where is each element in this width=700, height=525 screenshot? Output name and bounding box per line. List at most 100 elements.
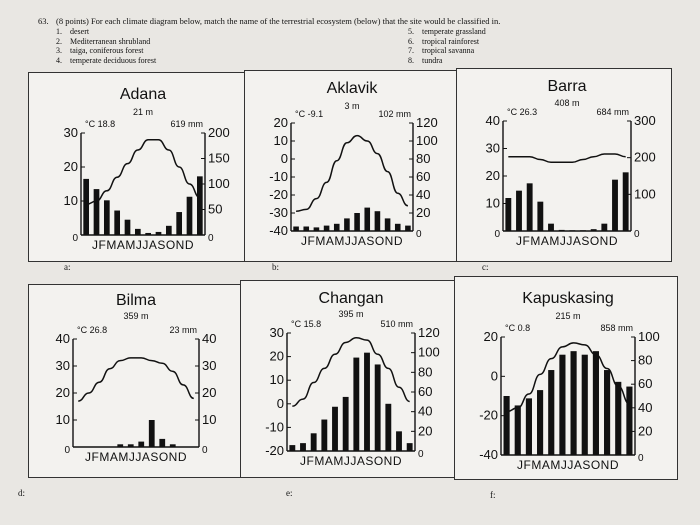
station-elevation: 215 m — [555, 311, 580, 321]
option-item: 4. temperate deciduous forest — [56, 55, 157, 65]
precipitation-bar — [405, 225, 411, 231]
temperature-curve — [508, 153, 626, 163]
precipitation-bar — [145, 232, 152, 235]
panel-label-d: d: — [18, 488, 26, 498]
temperature-origin-label: 0 — [64, 445, 70, 456]
precipitation-tick-label: 50 — [208, 202, 222, 217]
precipitation-bar — [83, 178, 90, 235]
question-text: (8 points) For each climate diagram belo… — [56, 16, 501, 26]
precipitation-bar — [159, 438, 166, 447]
precipitation-bar — [196, 176, 203, 235]
temperature-tick-label: -40 — [479, 447, 498, 462]
annual-precipitation-label: 619 mm — [170, 119, 203, 129]
precipitation-origin-label: 0 — [416, 229, 422, 240]
precipitation-bar — [169, 444, 176, 447]
temperature-tick-label: 30 — [486, 141, 500, 156]
precipitation-origin-label: 0 — [202, 445, 208, 456]
precipitation-tick-label: 120 — [416, 115, 438, 130]
temperature-tick-label: 40 — [56, 331, 70, 346]
panel-label-b: b: — [272, 262, 280, 272]
mean-temperature-label: °C 26.3 — [507, 107, 537, 117]
precipitation-tick-label: 80 — [638, 353, 652, 368]
panel-label-f: f: — [490, 490, 496, 500]
panel-label-e: e: — [286, 488, 293, 498]
annual-precipitation-label: 858 mm — [600, 323, 633, 333]
station-elevation: 408 m — [554, 98, 579, 108]
precipitation-origin-label: 0 — [634, 229, 640, 240]
precipitation-bar — [353, 357, 360, 451]
temperature-tick-label: -20 — [265, 443, 284, 458]
precipitation-bar — [354, 213, 360, 231]
mean-temperature-label: °C 15.8 — [291, 319, 321, 329]
station-name: Bilma — [116, 292, 156, 309]
climate-diagram-e: Changan 395 m °C 15.8 510 mm -20 -10 0 10 20 30 20… — [240, 280, 456, 478]
temperature-tick-label: 10 — [486, 196, 500, 211]
option-item: 3. taiga, coniferous forest — [56, 46, 144, 55]
station-name: Adana — [120, 86, 166, 103]
mean-temperature-label: °C 18.8 — [85, 119, 115, 129]
precipitation-bar — [601, 223, 608, 231]
station-elevation: 3 m — [344, 101, 359, 111]
annual-precipitation-label: 23 mm — [169, 325, 197, 335]
precipitation-origin-label: 0 — [208, 233, 214, 244]
temperature-tick-label: 30 — [64, 125, 78, 140]
temperature-tick-label: 10 — [64, 193, 78, 208]
precipitation-bar — [612, 179, 618, 231]
precipitation-origin-label: 0 — [418, 449, 424, 460]
temperature-tick-label: 20 — [484, 329, 498, 344]
precipitation-tick-label: 100 — [638, 329, 660, 344]
precipitation-bar — [505, 198, 512, 231]
climate-diagram-a: Adana 21 m °C 18.8 619 mm 10 20 30 0 50 100 150 200… — [28, 72, 246, 262]
station-name: Changan — [319, 290, 384, 307]
precipitation-bar — [374, 364, 381, 451]
precipitation-bar — [289, 445, 296, 451]
ecosystem-options-left: 1. desert 2. Mediterranean shrubland 3. tai… — [56, 27, 156, 65]
precipitation-tick-label: 100 — [634, 186, 656, 201]
precipitation-bar — [321, 419, 328, 451]
precipitation-tick-label: 80 — [418, 364, 432, 379]
precipitation-bar — [374, 211, 381, 231]
precipitation-bar — [176, 212, 183, 235]
precipitation-tick-label: 40 — [202, 331, 216, 346]
temperature-tick-label: 0 — [281, 151, 288, 166]
temperature-tick-label: -20 — [269, 187, 288, 202]
precipitation-tick-label: 40 — [416, 187, 430, 202]
precipitation-bar — [364, 207, 371, 231]
mean-temperature-label: °C 0.8 — [505, 323, 530, 333]
temperature-tick-label: -10 — [265, 419, 284, 434]
temperature-tick-label: 40 — [486, 113, 500, 128]
temperature-tick-label: -20 — [479, 408, 498, 423]
precipitation-bar — [364, 352, 370, 451]
precipitation-bar — [559, 354, 566, 455]
month-axis-labels: JFMAMJJASOND — [85, 450, 187, 464]
precipitation-bar — [138, 441, 145, 447]
precipitation-bar — [615, 381, 622, 455]
precipitation-bar — [394, 223, 401, 231]
precipitation-bar — [134, 228, 141, 235]
precipitation-bar — [117, 444, 124, 447]
precipitation-bar — [103, 200, 110, 235]
temperature-curve — [86, 139, 201, 206]
precipitation-bar — [124, 219, 131, 235]
precipitation-tick-label: 20 — [418, 423, 432, 438]
month-axis-labels: JFMAMJJASOND — [300, 454, 402, 468]
precipitation-bar — [581, 354, 588, 455]
precipitation-tick-label: 200 — [634, 150, 656, 165]
month-axis-labels: JFMAMJJASOND — [516, 234, 618, 248]
precipitation-bar — [148, 420, 155, 447]
station-elevation: 359 m — [123, 311, 148, 321]
annual-precipitation-label: 684 mm — [596, 107, 629, 117]
panel-label-c: c: — [482, 262, 489, 272]
station-name: Kapuskasing — [522, 290, 614, 307]
precipitation-bar — [537, 201, 544, 231]
precipitation-bar — [537, 390, 544, 455]
month-axis-labels: JFMAMJJASOND — [92, 238, 194, 252]
temperature-tick-label: 10 — [274, 133, 288, 148]
precipitation-bar — [342, 396, 349, 451]
option-item: 5. temperate grassland — [408, 27, 486, 36]
precipitation-bar — [303, 226, 310, 231]
precipitation-bar — [313, 227, 320, 231]
mean-temperature-label: °C -9.1 — [295, 109, 323, 119]
precipitation-bar — [592, 351, 599, 455]
climate-diagram-f: Kapuskasing 215 m °C 0.8 858 mm -40 -20 0 20 20 4… — [454, 276, 678, 480]
